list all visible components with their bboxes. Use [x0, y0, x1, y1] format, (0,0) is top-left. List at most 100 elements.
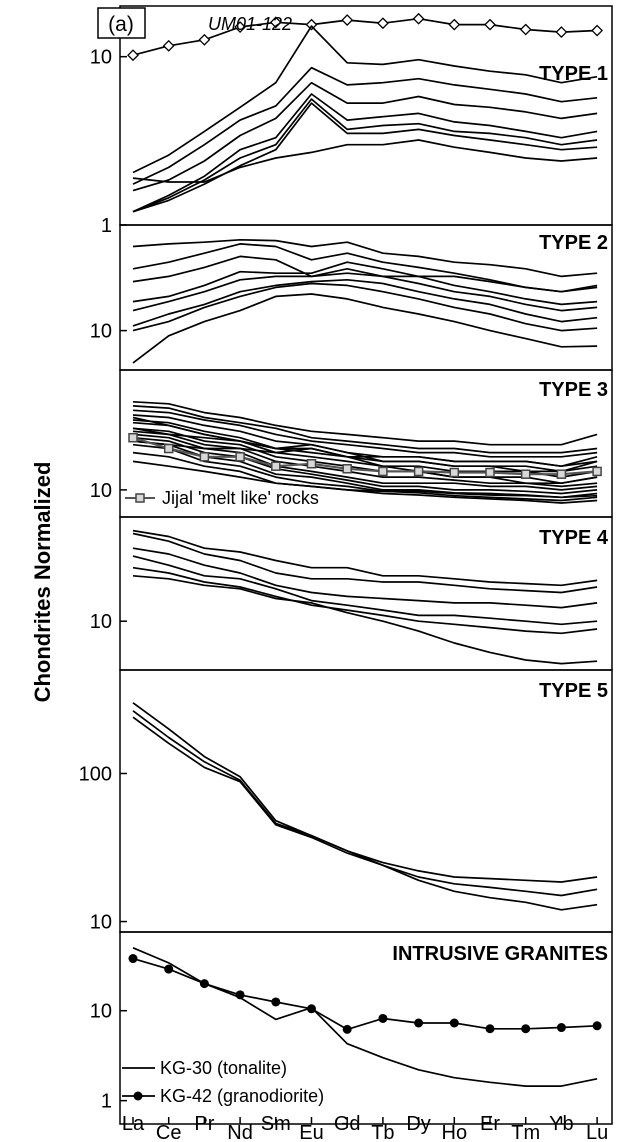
y-tick-label: 1 — [101, 1091, 112, 1113]
legend-label: Jijal 'melt like' rocks — [162, 488, 319, 508]
series-line — [132, 532, 598, 594]
square-marker — [413, 466, 424, 477]
series-line — [132, 93, 598, 213]
panel-title: TYPE 4 — [539, 527, 609, 549]
panel-title: TYPE 1 — [539, 63, 608, 85]
x-tick-label: Lu — [586, 1122, 608, 1142]
x-tick-label: Tb — [371, 1122, 394, 1142]
figure-label: (a) — [108, 13, 134, 36]
circle-marker — [164, 964, 174, 974]
series-line — [132, 261, 598, 306]
legend-label-granodiorite: KG-42 (granodiorite) — [160, 1086, 324, 1106]
series-line — [132, 555, 598, 626]
legend-label-tonalite: KG-30 (tonalite) — [160, 1058, 287, 1078]
diamond-marker — [412, 12, 425, 25]
series-line — [132, 405, 598, 454]
series-line — [132, 460, 598, 499]
granite-legend: KG-30 (tonalite) KG-42 (granodiorite) — [122, 1058, 324, 1106]
square-marker — [199, 452, 210, 462]
square-marker — [235, 452, 245, 462]
square-marker — [485, 467, 495, 478]
diamond-marker — [341, 14, 354, 26]
circle-marker — [449, 1018, 459, 1028]
y-axis-label: Chondrites Normalized — [30, 462, 55, 703]
series-line — [132, 139, 598, 183]
diamond-marker — [591, 24, 604, 37]
series-line — [132, 25, 598, 174]
circle-marker — [342, 1024, 352, 1034]
diamond-marker — [555, 26, 568, 38]
y-tick-label: 10 — [90, 611, 112, 633]
circle-marker — [414, 1018, 424, 1028]
y-tick-label: 10 — [90, 1001, 112, 1023]
circle-marker — [485, 1024, 495, 1034]
circle-marker — [307, 1004, 316, 1014]
diamond-marker — [305, 18, 318, 31]
panel-2: 10 TYPE 2 — [90, 224, 613, 371]
x-tick-label: Tm — [511, 1122, 540, 1142]
series-line — [132, 440, 598, 485]
figure-label-frame — [97, 7, 146, 39]
square-marker — [592, 466, 602, 477]
series-circle-line — [132, 957, 598, 1031]
x-tick-label: Nd — [227, 1122, 253, 1142]
series-line — [132, 282, 598, 332]
circle-marker — [592, 1021, 602, 1031]
series-line — [132, 419, 598, 473]
circle-marker — [271, 997, 281, 1007]
square-marker — [342, 464, 352, 474]
diamond-marker — [376, 17, 389, 30]
series-square-line — [132, 436, 598, 476]
series-line — [132, 529, 598, 587]
series-line — [132, 547, 598, 609]
sample-annotation: UM01-122 — [208, 14, 292, 34]
series-line — [132, 272, 598, 312]
series-line — [132, 409, 598, 458]
x-axis: La Ce Pr Nd Sm Eu Gd Tb Dy Ho Er Tm Yb Lu — [122, 1113, 608, 1142]
square-marker — [163, 443, 174, 454]
diamond-marker — [198, 33, 211, 46]
series-line — [132, 102, 598, 213]
x-tick-label: Yb — [549, 1113, 573, 1135]
y-tick-label: 10 — [90, 912, 112, 934]
diamond-marker — [484, 18, 496, 31]
square-marker — [128, 432, 138, 443]
y-tick-label: 10 — [90, 321, 112, 343]
panel-title: TYPE 2 — [539, 232, 608, 254]
series-line — [132, 430, 598, 488]
x-tick-label: Gd — [334, 1113, 361, 1135]
panel-title: TYPE 5 — [539, 680, 608, 702]
y-tick-label: 100 — [79, 763, 112, 785]
series-line — [132, 702, 598, 883]
x-tick-label: Dy — [406, 1113, 430, 1135]
series-line — [132, 293, 598, 364]
series-diamond-line — [132, 17, 598, 57]
series-line — [132, 98, 598, 213]
jijal-legend: Jijal 'melt like' rocks — [125, 488, 319, 508]
x-tick-label: La — [122, 1113, 145, 1135]
x-tick-label: Er — [480, 1113, 500, 1135]
x-tick-label: Ce — [156, 1122, 182, 1142]
x-tick-label: Sm — [261, 1113, 291, 1135]
x-tick-label: Pr — [194, 1113, 214, 1135]
panel-frame — [119, 931, 613, 1125]
square-marker — [556, 469, 567, 479]
legend-circle-marker — [133, 1091, 143, 1101]
series-line — [132, 716, 598, 911]
square-marker — [449, 467, 460, 478]
series-line — [132, 400, 598, 446]
panel-title: INTRUSIVE GRANITES — [392, 943, 608, 965]
diamond-marker — [162, 39, 175, 52]
legend-square-marker — [135, 493, 145, 503]
diamond-marker — [269, 16, 282, 29]
panels: 1 10 TYPE 1 UM01-122 10 TYPE 2 10 TYPE 3 Jijal '… — [79, 5, 613, 1125]
diamond-marker — [448, 18, 461, 31]
series-line — [132, 278, 598, 327]
circle-marker — [378, 1013, 388, 1023]
series-line — [132, 451, 598, 504]
series-line — [132, 566, 598, 635]
series-line — [132, 416, 598, 468]
panel-5: 10 100 TYPE 5 — [79, 669, 613, 934]
